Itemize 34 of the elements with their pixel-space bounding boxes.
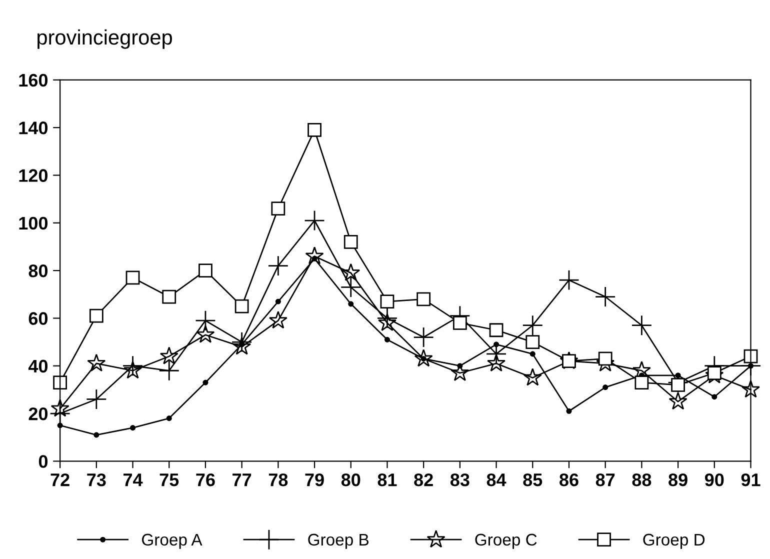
legend-label: Groep B bbox=[308, 534, 369, 549]
x-tick-label: 79 bbox=[305, 473, 324, 486]
x-tick-label: 86 bbox=[560, 473, 578, 486]
y-tick-label: 100 bbox=[19, 216, 48, 230]
y-tick-label: 80 bbox=[28, 264, 48, 278]
x-tick-label: 90 bbox=[704, 473, 724, 486]
y-tick-label: 20 bbox=[28, 407, 48, 420]
legend-label: Groep D bbox=[643, 534, 705, 549]
x-tick-label: 87 bbox=[596, 473, 615, 486]
x-tick-label: 73 bbox=[87, 473, 106, 486]
x-tick-label: 84 bbox=[486, 473, 506, 486]
x-tick-label: 81 bbox=[378, 473, 397, 486]
legend-label: Groep A bbox=[142, 534, 202, 549]
legend-label: Groep C bbox=[475, 534, 537, 549]
x-tick-label: 72 bbox=[50, 473, 70, 486]
x-tick-label: 80 bbox=[341, 473, 360, 486]
x-tick-label: 83 bbox=[450, 473, 470, 486]
x-tick-label: 75 bbox=[160, 474, 179, 486]
y-tick-label: 120 bbox=[19, 169, 48, 182]
y-tick-label: 160 bbox=[19, 74, 48, 87]
chart-title: provinciegroep bbox=[38, 29, 172, 49]
x-tick-label: 78 bbox=[268, 473, 288, 486]
y-tick-label: 60 bbox=[28, 312, 48, 325]
y-tick-label: 40 bbox=[28, 360, 48, 373]
y-tick-label: 140 bbox=[19, 122, 48, 134]
x-tick-label: 74 bbox=[124, 474, 143, 486]
x-tick-label: 85 bbox=[523, 473, 542, 486]
y-tick-label: 0 bbox=[38, 455, 48, 468]
x-tick-label: 82 bbox=[414, 473, 433, 486]
x-tick-label: 77 bbox=[232, 474, 252, 486]
x-tick-label: 88 bbox=[632, 473, 652, 486]
x-tick-label: 76 bbox=[196, 473, 215, 486]
x-tick-label: 89 bbox=[668, 473, 688, 486]
x-tick-label: 91 bbox=[741, 473, 760, 486]
